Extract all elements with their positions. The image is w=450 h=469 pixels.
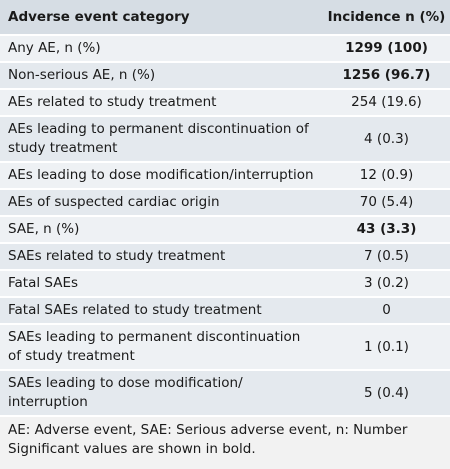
row-value: 5 (0.4) — [323, 369, 450, 415]
table-row: SAE, n (%) 43 (3.3) — [0, 215, 450, 243]
row-label: SAEs leading to dose modification/ inter… — [0, 369, 323, 415]
row-label: Fatal SAEs — [0, 269, 323, 297]
row-label: AEs leading to dose modification/interru… — [0, 161, 323, 189]
row-label: SAEs related to study treatment — [0, 242, 323, 270]
table-row: SAEs leading to dose modification/ inter… — [0, 369, 450, 415]
footnote-bold-note: Significant values are shown in bold. — [8, 441, 256, 457]
row-label: AEs of suspected cardiac origin — [0, 188, 323, 216]
table-header: Adverse event category Incidence n (%) — [0, 0, 450, 36]
row-label: AEs related to study treatment — [0, 88, 323, 116]
row-label: Any AE, n (%) — [0, 34, 323, 62]
row-label: SAEs leading to permanent discontinuatio… — [0, 323, 323, 370]
row-value: 1299 (100) — [323, 34, 450, 62]
row-label: SAE, n (%) — [0, 215, 323, 243]
row-label: Fatal SAEs related to study treatment — [0, 296, 323, 324]
table-row: AEs leading to permanent discontinuation… — [0, 115, 450, 162]
row-value: 70 (5.4) — [323, 188, 450, 216]
row-value: 1256 (96.7) — [323, 61, 450, 89]
row-value: 4 (0.3) — [323, 115, 450, 162]
row-label: AEs leading to permanent discontinuation… — [0, 115, 323, 162]
row-value: 1 (0.1) — [323, 323, 450, 370]
table-row: Fatal SAEs 3 (0.2) — [0, 269, 450, 297]
header-incidence: Incidence n (%) — [323, 0, 450, 36]
row-value: 254 (19.6) — [323, 88, 450, 116]
header-category: Adverse event category — [0, 0, 323, 36]
header-row: Adverse event category Incidence n (%) — [0, 0, 450, 36]
table-row: Any AE, n (%) 1299 (100) — [0, 34, 450, 62]
row-label: Non-serious AE, n (%) — [0, 61, 323, 89]
footnote-abbreviations: AE: Adverse event, SAE: Serious adverse … — [8, 422, 408, 438]
row-value: 7 (0.5) — [323, 242, 450, 270]
table-body: Any AE, n (%) 1299 (100) Non-serious AE,… — [0, 34, 450, 415]
table-row: Fatal SAEs related to study treatment 0 — [0, 296, 450, 324]
table-row: AEs related to study treatment 254 (19.6… — [0, 88, 450, 116]
table-row: Non-serious AE, n (%) 1256 (96.7) — [0, 61, 450, 89]
table-row: AEs leading to dose modification/interru… — [0, 161, 450, 189]
row-value: 43 (3.3) — [323, 215, 450, 243]
table-row: SAEs related to study treatment 7 (0.5) — [0, 242, 450, 270]
row-value: 0 — [323, 296, 450, 324]
table-row: AEs of suspected cardiac origin 70 (5.4) — [0, 188, 450, 216]
row-value: 12 (0.9) — [323, 161, 450, 189]
table-row: SAEs leading to permanent discontinuatio… — [0, 323, 450, 370]
row-value: 3 (0.2) — [323, 269, 450, 297]
table-footnote: AE: Adverse event, SAE: Serious adverse … — [0, 415, 450, 459]
data-table: Adverse event category Incidence n (%) A… — [0, 0, 450, 415]
